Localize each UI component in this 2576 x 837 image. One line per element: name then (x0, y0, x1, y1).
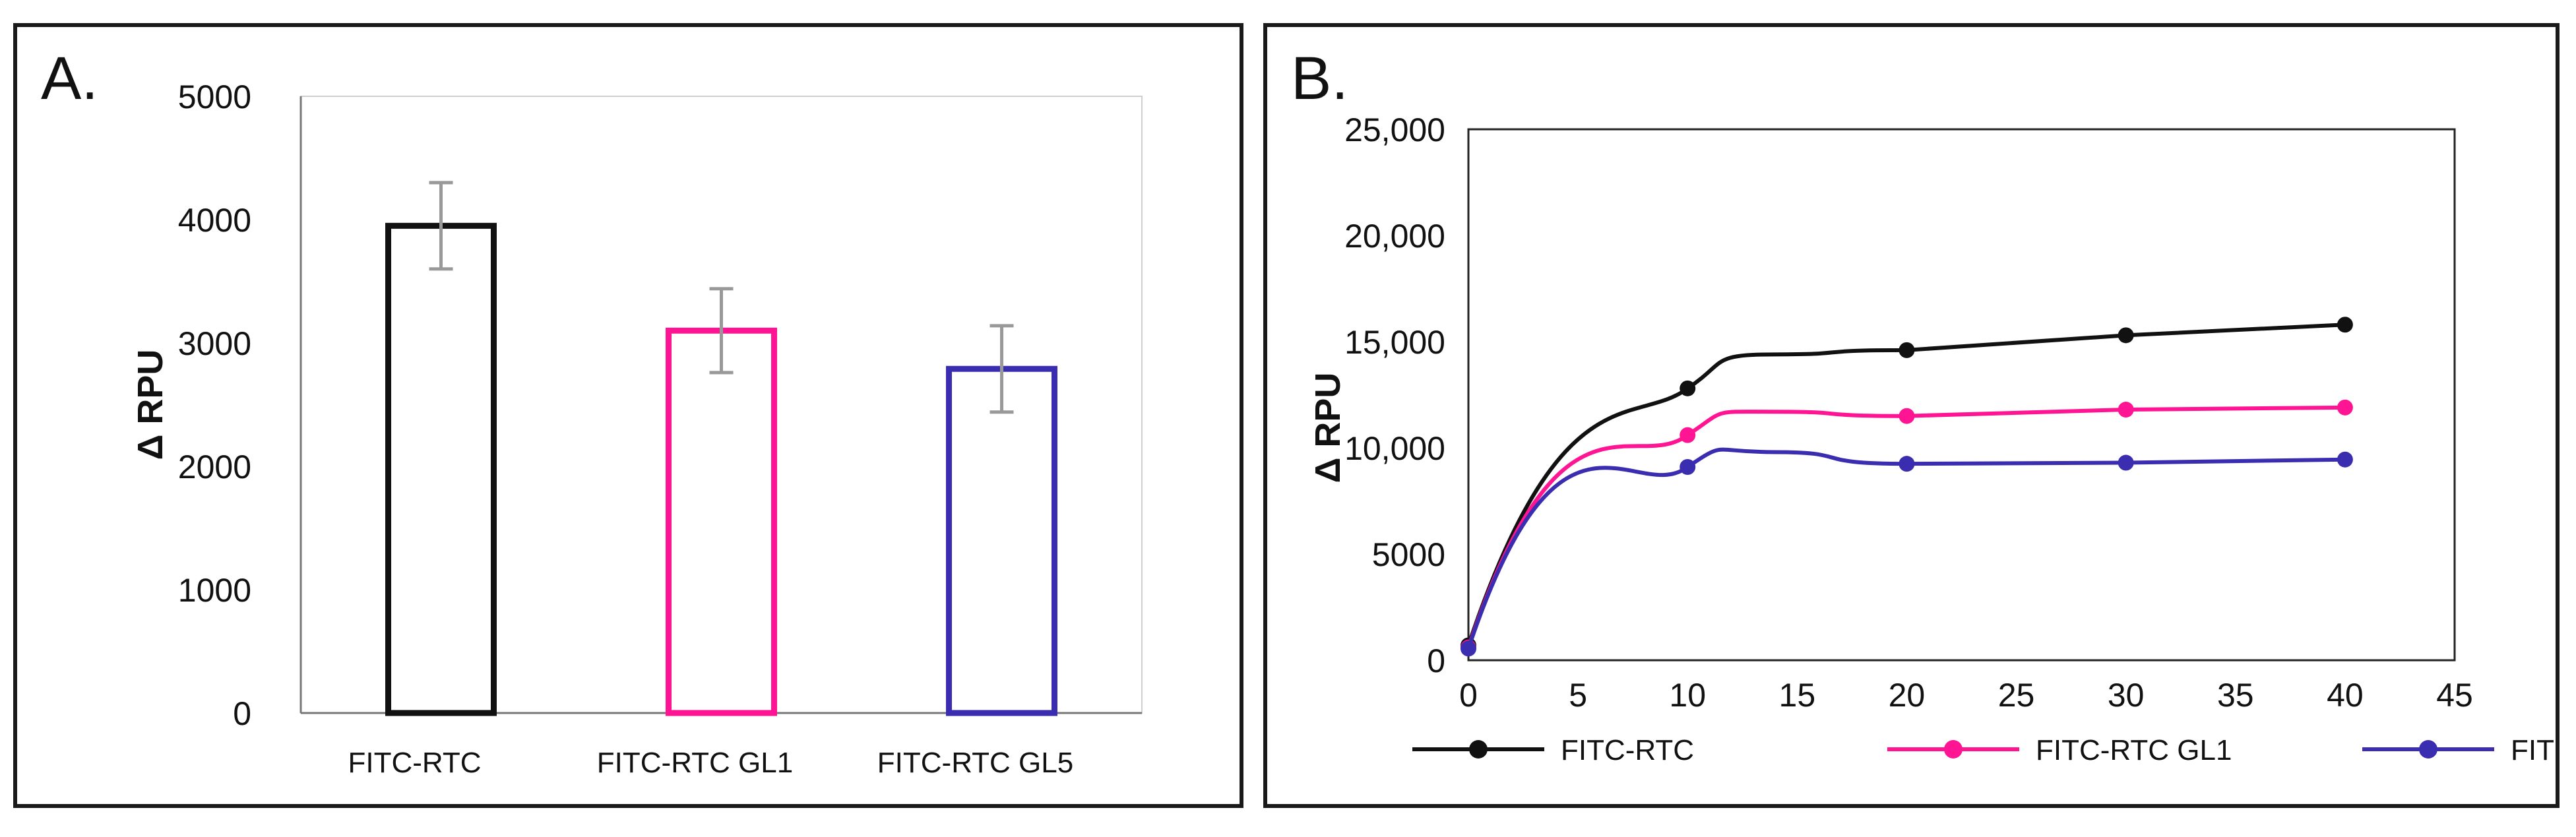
panel-a: A. 0 1000 2000 3000 4000 5000 FITC-RTC FITC-RTC… (13, 23, 1243, 808)
data-point (2337, 317, 2353, 333)
legend-label: FITC-RTC (1561, 734, 1694, 766)
y-tick-label: 2000 (178, 449, 251, 485)
data-point (2337, 451, 2353, 468)
panel-b: B. 0 5000 10,000 15,000 20,000 25,000 0 5 10 15 20… (1263, 23, 2560, 808)
panel-b-label: B. (1291, 45, 1348, 112)
x-tick-label: 5 (1569, 677, 1587, 714)
series-line (1466, 405, 2345, 648)
x-tick-label: FITC-RTC GL1 (597, 747, 793, 779)
legend-label: FITC-RTC GL5 (2511, 734, 2556, 766)
x-tick-label: 20 (1889, 677, 1926, 714)
y-tick-label: 5000 (1372, 536, 1445, 573)
y-tick-label: 4000 (178, 202, 251, 239)
y-tick-label: 1000 (178, 572, 251, 609)
x-tick-label: 0 (1459, 677, 1478, 714)
x-tick-label: 25 (1998, 677, 2035, 714)
x-tick-label: FITC-RTC (348, 747, 481, 779)
data-point (2118, 327, 2134, 344)
data-point (1899, 342, 1915, 358)
data-point (1680, 427, 1696, 443)
data-point (1899, 456, 1915, 472)
data-point (1461, 640, 1476, 657)
data-point (1680, 458, 1696, 475)
y-tick-label: 0 (1427, 642, 1445, 679)
y-axis-label: Δ RPU (1308, 373, 1348, 483)
data-point (2118, 402, 2134, 418)
y-tick-label: 25,000 (1344, 111, 1445, 148)
data-point (1680, 380, 1696, 396)
data-point (2118, 454, 2134, 471)
bar (946, 365, 1057, 716)
legend-label: FITC-RTC GL1 (2036, 734, 2232, 766)
y-tick-label: 3000 (178, 325, 251, 362)
x-tick-label: 45 (2436, 677, 2473, 714)
panel-a-label: A. (41, 45, 98, 112)
x-tick-label: 40 (2327, 677, 2364, 714)
y-axis-label: Δ RPU (131, 350, 170, 460)
line-chart: 0 5000 10,000 15,000 20,000 25,000 0 5 10 15 20 25 3… (1308, 111, 2556, 766)
y-tick-label: 0 (233, 695, 251, 732)
data-point (1899, 408, 1915, 424)
x-tick-label: 15 (1779, 677, 1816, 714)
series-line (1466, 323, 2346, 646)
bar (666, 327, 777, 716)
x-tick-label: 35 (2217, 677, 2254, 714)
legend-marker (1944, 740, 1963, 759)
y-tick-label: 15,000 (1344, 324, 1445, 361)
x-tick-label: 30 (2108, 677, 2145, 714)
x-tick-label: 10 (1669, 677, 1706, 714)
bar (385, 222, 497, 716)
y-tick-label: 20,000 (1344, 218, 1445, 255)
y-tick-label: 5000 (178, 78, 251, 115)
bar-chart: 0 1000 2000 3000 4000 5000 FITC-RTC FITC-RTC GL… (131, 78, 1143, 779)
legend-marker (2419, 740, 2437, 759)
y-tick-label: 10,000 (1344, 430, 1445, 467)
data-point (2337, 399, 2353, 416)
plot-area-border (1467, 128, 2456, 662)
legend-marker (1469, 740, 1488, 759)
x-tick-label: FITC-RTC GL5 (877, 747, 1073, 779)
series-line (1466, 447, 2345, 650)
